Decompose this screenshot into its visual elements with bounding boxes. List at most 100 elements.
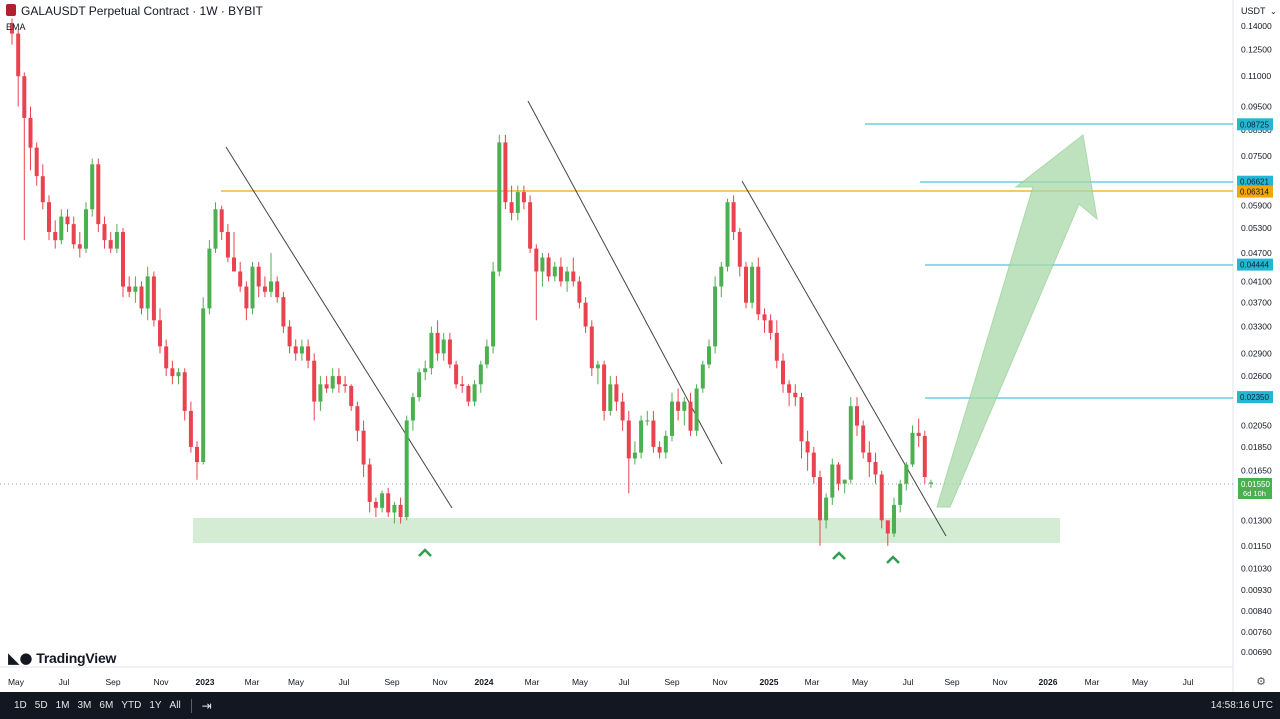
price-tick-label: 0.00930 [1241,585,1272,595]
candle-body [737,232,742,267]
candle-body [10,23,14,34]
price-axis-currency[interactable]: USDT [1241,6,1266,16]
candle-body [454,364,459,385]
price-level-value: 0.04444 [1240,261,1269,270]
candle-body [108,240,113,249]
time-tick-label: Sep [944,677,959,687]
chart-background [0,0,1280,692]
candle [762,308,767,333]
candle-body [330,376,335,389]
price-level-value: 0.02350 [1240,393,1269,402]
candle [158,308,162,354]
projection-arrow [936,134,1098,508]
candle [663,430,668,459]
candle [151,271,156,327]
candle-body [34,147,39,177]
candle-body [515,192,520,213]
candle [281,291,286,333]
timeframe-1d[interactable]: 1D [14,700,27,711]
candle [16,29,21,107]
candle-body [534,248,539,272]
candle [244,281,249,321]
trendline-1 [225,146,453,509]
price-tick-label: 0.05300 [1241,223,1272,233]
tradingview-logo-icon: ◣● [8,649,33,667]
support-marker-2 [832,551,846,560]
candle [435,320,440,361]
candle [694,384,699,436]
timeframe-selector: 1D 5D 1M 3M 6M YTD 1Y All [10,700,185,711]
candle [96,158,101,232]
tradingview-logo[interactable]: ◣● TradingView [8,649,116,667]
timeframe-1m[interactable]: 1M [55,700,70,711]
price-tick-label: 0.00840 [1241,606,1272,616]
candle-body [151,276,156,321]
price-chart[interactable]: 0.140000.125000.110000.095000.085000.075… [0,0,1280,692]
candle-body [417,372,422,398]
candle [306,339,311,369]
candle [225,224,230,262]
candle [700,360,705,393]
candle-body [731,202,736,232]
time-tick-label: 2023 [196,677,215,687]
candle [182,368,187,421]
timeframe-6m[interactable]: 6M [99,700,114,711]
candle [417,368,422,402]
symbol-title[interactable]: GALAUSDT Perpetual Contract · 1W · BYBIT [21,4,263,18]
candle-body [466,385,471,402]
candle [571,257,576,287]
candle [127,276,132,298]
candle-body [867,452,872,463]
candle [10,18,14,45]
candle [639,415,644,459]
candle [898,479,903,513]
candle [164,339,169,377]
timeframe-all[interactable]: All [169,700,181,711]
support-marker-1 [418,548,432,557]
timeframe-1y[interactable]: 1Y [149,700,162,711]
candle-body [201,308,206,462]
candle-body [855,406,859,426]
time-tick-label: 2025 [760,677,779,687]
indicator-label[interactable]: EMA [6,22,26,32]
price-level-badge [1237,185,1273,198]
candle-body [787,384,792,393]
price-tick-label: 0.01850 [1241,442,1272,452]
candle [269,253,273,298]
candle [343,376,348,393]
candle-body [349,385,354,407]
candle-body [127,286,132,292]
candle-body [306,346,311,361]
candle-body [380,493,385,508]
timeframe-3m[interactable]: 3M [77,700,92,711]
price-level-value: 0.06314 [1240,188,1269,197]
chart-legend[interactable]: GALAUSDT Perpetual Contract · 1W · BYBIT [0,0,1232,22]
candle [441,332,446,361]
calendar-range-icon[interactable]: ⇥ [201,698,212,713]
candle [28,106,33,171]
candle-body [84,209,88,249]
current-price-value: 0.01550 [1241,480,1270,489]
chevron-down-icon[interactable]: ⌄ [1270,7,1277,16]
time-tick-label: May [288,677,305,687]
candle-body [540,257,545,272]
support-zone [193,518,1060,543]
candle [657,441,662,459]
candle-body [188,410,193,447]
price-tick-label: 0.02600 [1241,371,1272,381]
candle-body [898,483,903,505]
candle-body [373,501,378,508]
timeframe-5d[interactable]: 5D [34,700,48,711]
candle-body [250,266,255,309]
clock-display[interactable]: 14:58:16 UTC [1210,700,1273,711]
gear-icon[interactable]: ⚙ [1256,675,1266,688]
candle [626,410,631,494]
price-tick-label: 0.02050 [1241,421,1272,431]
candle-body [750,266,755,303]
candle [336,368,341,393]
timeframe-ytd[interactable]: YTD [121,700,142,711]
candle-body [269,281,273,292]
candle [59,209,64,245]
time-tick-label: Jul [339,677,350,687]
candle-body [682,401,687,411]
